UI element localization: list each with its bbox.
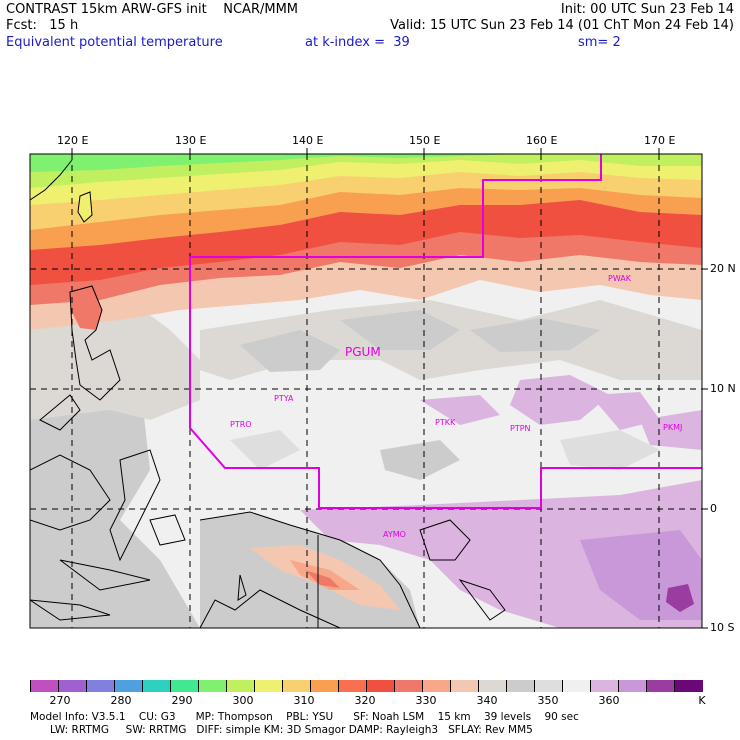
station-ptpn: PTPN	[510, 424, 531, 433]
model-info-line1: Model Info: V3.5.1 CU: G3 MP: Thompson P…	[30, 711, 579, 723]
cbar-label-unit: K	[698, 694, 706, 707]
colorbar-swatch	[310, 680, 339, 692]
station-aymo: AYMO	[383, 530, 406, 539]
init-time: Init: 00 UTC Sun 23 Feb 14	[560, 2, 734, 17]
lat-label-20n: 20 N	[710, 262, 736, 275]
station-ptro: PTRO	[230, 420, 252, 429]
cbar-label-350: 350	[537, 694, 559, 707]
level-index: at k-index = 39	[305, 35, 410, 50]
colorbar-swatch	[590, 680, 619, 692]
lon-label-130e: 130 E	[175, 134, 207, 147]
colorbar-swatch	[142, 680, 171, 692]
cbar-label-290: 290	[171, 694, 193, 707]
cbar-label-330: 330	[415, 694, 437, 707]
colorbar-swatch	[114, 680, 143, 692]
forecast-hour: Fcst: 15 h	[6, 18, 79, 33]
station-pwak: PWAK	[608, 274, 632, 283]
lon-label-120e: 120 E	[57, 134, 89, 147]
cbar-label-340: 340	[476, 694, 498, 707]
colorbar-swatch	[478, 680, 507, 692]
colorbar-swatch	[226, 680, 255, 692]
lat-label-10s: 10 S	[710, 621, 735, 634]
colorbar-swatch	[422, 680, 451, 692]
colorbar-swatch	[30, 680, 59, 692]
cbar-label-280: 280	[110, 694, 132, 707]
colorbar-swatch	[366, 680, 395, 692]
smoothing: sm= 2	[578, 35, 621, 50]
cbar-label-300: 300	[232, 694, 254, 707]
cbar-label-320: 320	[354, 694, 376, 707]
colorbar-swatch	[506, 680, 535, 692]
inner-domain-boundary	[189, 154, 702, 509]
lon-label-160e: 160 E	[526, 134, 558, 147]
lat-label-0: 0	[710, 502, 717, 515]
model-info-line2: LW: RRTMG SW: RRTMG DIFF: simple KM: 3D …	[30, 724, 533, 736]
colorbar-swatch	[618, 680, 647, 692]
colorbar-swatch	[198, 680, 227, 692]
theta-e-field	[30, 154, 702, 628]
field-name: Equivalent potential temperature	[6, 35, 223, 50]
lat-label-10n: 10 N	[710, 382, 736, 395]
colorbar-swatch	[394, 680, 423, 692]
colorbar-swatch	[534, 680, 563, 692]
station-ptya: PTYA	[274, 394, 294, 403]
colorbar-swatch	[450, 680, 479, 692]
cbar-label-310: 310	[293, 694, 315, 707]
valid-time: Valid: 15 UTC Sun 23 Feb 14 (01 ChT Mon …	[390, 18, 734, 33]
station-pgum: PGUM	[345, 345, 381, 359]
axis-ticks	[71, 148, 708, 629]
lon-label-170e: 170 E	[644, 134, 676, 147]
colorbar-swatch	[674, 680, 703, 692]
colorbar-swatch	[562, 680, 591, 692]
colorbar-swatch	[282, 680, 311, 692]
station-ptkk: PTKK	[435, 418, 456, 427]
colorbar-swatch	[254, 680, 283, 692]
coastlines	[30, 159, 506, 628]
map-frame	[29, 153, 703, 629]
lon-label-140e: 140 E	[292, 134, 324, 147]
colorbar-swatch	[646, 680, 675, 692]
colorbar-swatch	[338, 680, 367, 692]
station-pkmj: PKMJ	[663, 423, 682, 432]
lon-label-150e: 150 E	[409, 134, 441, 147]
colorbar-swatch	[58, 680, 87, 692]
colorbar-swatch	[86, 680, 115, 692]
cbar-label-360: 360	[598, 694, 620, 707]
colorbar-swatch	[170, 680, 199, 692]
model-title: CONTRAST 15km ARW-GFS init NCAR/MMM	[6, 2, 299, 17]
cbar-label-270: 270	[49, 694, 71, 707]
